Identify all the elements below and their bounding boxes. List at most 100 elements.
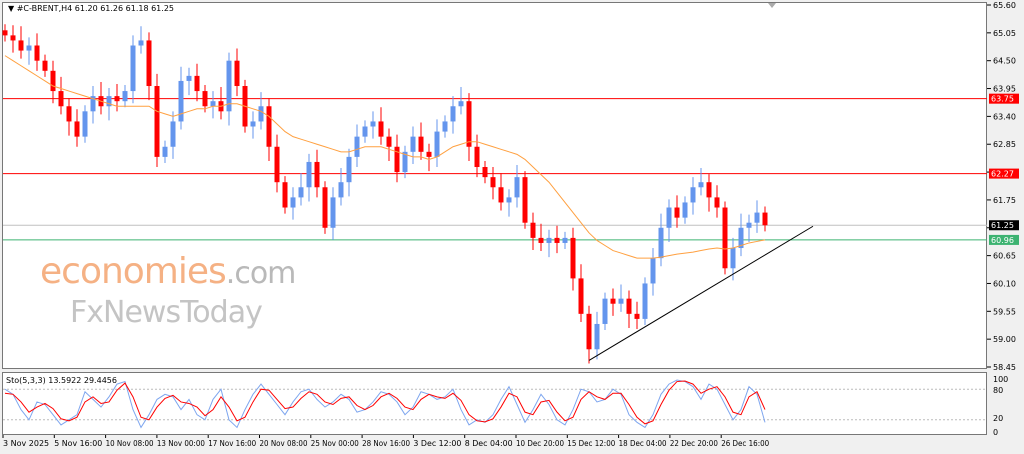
dropdown-triangle-icon[interactable]: ▼ bbox=[8, 4, 15, 13]
symbol-ohlc: #C-BRENT,H4 61.20 61.26 61.18 61.25 bbox=[16, 4, 174, 13]
candle-bullish bbox=[602, 298, 608, 324]
x-tick-label: 25 Nov 00:00 bbox=[311, 439, 359, 448]
candle-bearish bbox=[490, 177, 496, 188]
x-tick-label: 3 Nov 2025 bbox=[3, 439, 49, 448]
symbol-header: ▼ #C-BRENT,H4 61.20 61.26 61.18 61.25 bbox=[8, 4, 174, 14]
candle-bearish bbox=[426, 151, 432, 157]
candle-bearish bbox=[578, 278, 584, 314]
candle-bullish bbox=[514, 177, 520, 198]
x-tick-label: 13 Nov 00:00 bbox=[157, 439, 205, 448]
candle-bullish bbox=[698, 182, 704, 188]
x-tick-label: 22 Dec 20:00 bbox=[670, 439, 718, 448]
candle-bullish bbox=[298, 187, 304, 198]
candle-bullish bbox=[658, 227, 664, 259]
candle-bullish bbox=[450, 106, 456, 122]
candle-bearish bbox=[586, 313, 592, 350]
price-label-resistance: 63.75 bbox=[991, 95, 1014, 104]
candle-bearish bbox=[466, 101, 472, 147]
y-tick-label: 60.65 bbox=[993, 252, 1016, 261]
candle-bearish bbox=[386, 136, 392, 147]
x-tick-label: 3 Dec 12:00 bbox=[413, 439, 461, 448]
candle-bullish bbox=[618, 298, 624, 304]
x-tick-label: 28 Nov 16:00 bbox=[362, 439, 410, 448]
candle-bullish bbox=[682, 202, 688, 218]
candle-bearish bbox=[18, 40, 24, 51]
candle-bearish bbox=[394, 146, 400, 173]
candle-bullish bbox=[170, 121, 176, 147]
y-tick-label: 63.95 bbox=[993, 85, 1016, 94]
candle-bullish bbox=[434, 131, 440, 157]
candle-bearish bbox=[722, 207, 728, 269]
candle-bearish bbox=[282, 182, 288, 208]
price-label-box bbox=[989, 168, 1019, 179]
candle-bullish bbox=[122, 91, 128, 102]
candle-bearish bbox=[234, 60, 240, 87]
x-tick-label: 15 Dec 12:00 bbox=[567, 439, 615, 448]
candle-bullish bbox=[130, 45, 136, 92]
candle-bearish bbox=[706, 182, 712, 198]
candle-bullish bbox=[506, 197, 512, 203]
stoch-signal-line bbox=[4, 380, 766, 425]
candle-bullish bbox=[338, 182, 344, 198]
candle-bullish bbox=[562, 237, 568, 243]
candle-bearish bbox=[714, 197, 720, 208]
x-tick-label: 10 Dec 20:00 bbox=[516, 439, 564, 448]
moving-average-line bbox=[4, 55, 766, 259]
watermark-suffix: .com bbox=[225, 256, 297, 291]
candle-bearish bbox=[66, 106, 72, 122]
candle-bearish bbox=[202, 91, 208, 107]
x-tick-label: 5 Nov 16:00 bbox=[54, 439, 102, 448]
candle-bearish bbox=[50, 70, 56, 92]
candle-bearish bbox=[10, 35, 16, 41]
stochastic-label: Sto(5,3,3) 13.5922 29.4456 bbox=[6, 376, 117, 385]
stochastic-panel[interactable] bbox=[2, 372, 987, 435]
x-tick-label: 26 Dec 16:00 bbox=[721, 439, 769, 448]
stoch-tick-label: 0 bbox=[993, 428, 998, 437]
x-tick-label: 20 Nov 08:00 bbox=[260, 439, 308, 448]
candle-bullish bbox=[730, 248, 736, 269]
candle-bearish bbox=[522, 177, 528, 223]
candle-bullish bbox=[330, 197, 336, 228]
candle-bullish bbox=[82, 111, 88, 137]
candle-bearish bbox=[34, 45, 40, 61]
price-label-box bbox=[989, 234, 1019, 245]
candle-bullish bbox=[258, 106, 264, 122]
watermark-fxnewstoday: FxNewsToday bbox=[70, 295, 263, 330]
candle-bearish bbox=[762, 212, 768, 226]
candle-bearish bbox=[378, 121, 384, 137]
candle-bullish bbox=[594, 323, 600, 350]
stoch-main-line bbox=[4, 379, 766, 429]
price-label-resistance: 62.27 bbox=[991, 170, 1014, 179]
chart-shift-icon bbox=[768, 3, 776, 8]
y-tick-label: 60.10 bbox=[993, 279, 1016, 288]
candle-bearish bbox=[322, 187, 328, 228]
x-tick-label: 8 Dec 04:00 bbox=[465, 439, 513, 448]
candle-bullish bbox=[106, 96, 112, 107]
ascending-trendline bbox=[588, 225, 814, 361]
watermark-text: economies bbox=[40, 251, 227, 292]
candle-bullish bbox=[642, 283, 648, 319]
candle-bullish bbox=[754, 212, 760, 223]
candle-bearish bbox=[266, 106, 272, 147]
price-label-box bbox=[989, 220, 1019, 231]
candle-bullish bbox=[186, 75, 192, 81]
x-tick-label: 17 Nov 16:00 bbox=[208, 439, 256, 448]
candle-bullish bbox=[746, 222, 752, 228]
candle-bullish bbox=[354, 136, 360, 157]
candle-bearish bbox=[610, 298, 616, 304]
stoch-tick-label: 80 bbox=[993, 386, 1003, 395]
candle-bearish bbox=[2, 30, 8, 36]
y-tick-label: 63.40 bbox=[993, 112, 1016, 121]
candle-bearish bbox=[482, 167, 488, 178]
candle-bullish bbox=[546, 237, 552, 243]
candle-bearish bbox=[634, 313, 640, 319]
candle-bearish bbox=[626, 298, 632, 314]
watermark-economies: economies.com bbox=[40, 251, 297, 294]
candle-bullish bbox=[738, 227, 744, 249]
y-tick-label: 62.85 bbox=[993, 140, 1016, 149]
stoch-tick-label: 100 bbox=[993, 375, 1008, 384]
price-label-support: 60.96 bbox=[991, 236, 1014, 245]
price-label-current: 61.25 bbox=[991, 221, 1014, 230]
candle-bullish bbox=[306, 161, 312, 188]
